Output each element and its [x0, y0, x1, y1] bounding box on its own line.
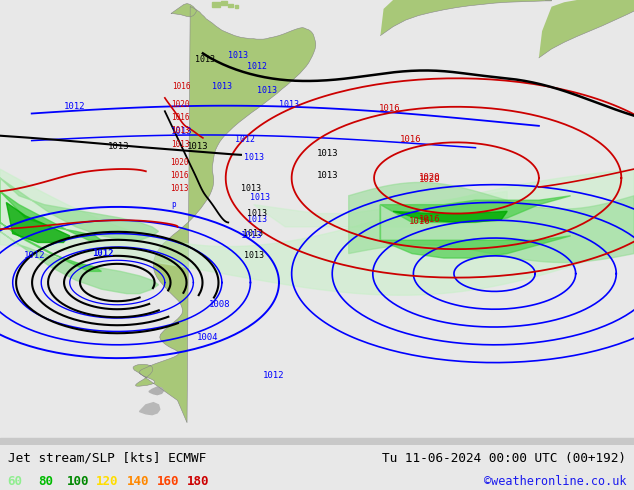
Text: 1013: 1013 [257, 86, 277, 96]
Text: 100: 100 [67, 475, 89, 489]
Text: 1012: 1012 [263, 371, 285, 380]
Text: 1013: 1013 [247, 209, 268, 218]
Text: 1013: 1013 [243, 229, 263, 238]
Polygon shape [0, 191, 101, 271]
Polygon shape [0, 438, 634, 445]
Text: 1020: 1020 [418, 175, 440, 184]
Text: 1013: 1013 [195, 55, 215, 64]
Text: 1013: 1013 [108, 142, 129, 151]
Text: 1013: 1013 [228, 51, 249, 60]
Polygon shape [171, 3, 197, 17]
Text: 1013: 1013 [241, 184, 261, 194]
Text: 1013: 1013 [244, 153, 264, 162]
Text: 1013: 1013 [247, 216, 268, 224]
Text: 1020: 1020 [170, 158, 188, 167]
Text: 1012: 1012 [92, 249, 113, 258]
Polygon shape [349, 182, 634, 263]
Text: 180: 180 [187, 475, 209, 489]
Polygon shape [6, 202, 70, 243]
Text: 1020: 1020 [418, 173, 440, 182]
Polygon shape [149, 387, 164, 394]
Polygon shape [133, 7, 316, 423]
Text: Jet stream/SLP [kts] ECMWF: Jet stream/SLP [kts] ECMWF [8, 452, 206, 465]
Text: 120: 120 [96, 475, 119, 489]
Polygon shape [212, 2, 220, 7]
Polygon shape [0, 169, 634, 295]
Text: 1016: 1016 [171, 113, 190, 122]
Text: 1013: 1013 [244, 251, 264, 260]
Text: 1016: 1016 [172, 82, 191, 91]
Text: 160: 160 [157, 475, 179, 489]
Polygon shape [0, 178, 158, 294]
Polygon shape [235, 5, 238, 8]
Polygon shape [380, 0, 552, 36]
Text: 140: 140 [127, 475, 149, 489]
Polygon shape [539, 0, 634, 58]
Polygon shape [228, 3, 233, 7]
Text: 1012: 1012 [63, 102, 85, 111]
Text: 1013: 1013 [171, 127, 193, 136]
Text: 1016: 1016 [399, 135, 421, 145]
Text: 1012: 1012 [24, 251, 46, 260]
Text: 1013: 1013 [170, 184, 188, 194]
Polygon shape [254, 191, 507, 227]
Text: 1013: 1013 [250, 193, 271, 202]
Text: 1016: 1016 [378, 104, 400, 113]
Polygon shape [393, 211, 507, 222]
Text: 1013: 1013 [171, 126, 190, 135]
Text: Tu 11-06-2024 00:00 UTC (00+192): Tu 11-06-2024 00:00 UTC (00+192) [382, 452, 626, 465]
Text: 80: 80 [38, 475, 53, 489]
Text: p: p [171, 200, 176, 209]
Text: 1013: 1013 [317, 149, 339, 158]
Text: 1013: 1013 [241, 231, 262, 240]
Text: 1012: 1012 [235, 135, 255, 145]
Text: 1004: 1004 [197, 333, 218, 343]
Text: 1013: 1013 [187, 142, 209, 151]
Text: 1013: 1013 [317, 171, 339, 180]
Text: 1016: 1016 [418, 216, 440, 224]
Text: 1013: 1013 [212, 82, 233, 91]
Text: 60: 60 [8, 475, 23, 489]
Polygon shape [380, 196, 571, 258]
Text: 1008: 1008 [209, 300, 231, 309]
Text: 1016: 1016 [170, 171, 188, 180]
Text: 1013: 1013 [279, 100, 299, 109]
Text: 1020: 1020 [171, 100, 190, 109]
Text: 1012: 1012 [247, 62, 268, 71]
Text: 1013: 1013 [171, 140, 190, 149]
Polygon shape [221, 1, 227, 5]
Text: 1016: 1016 [409, 217, 430, 226]
Polygon shape [139, 403, 160, 415]
Text: ©weatheronline.co.uk: ©weatheronline.co.uk [484, 475, 626, 489]
